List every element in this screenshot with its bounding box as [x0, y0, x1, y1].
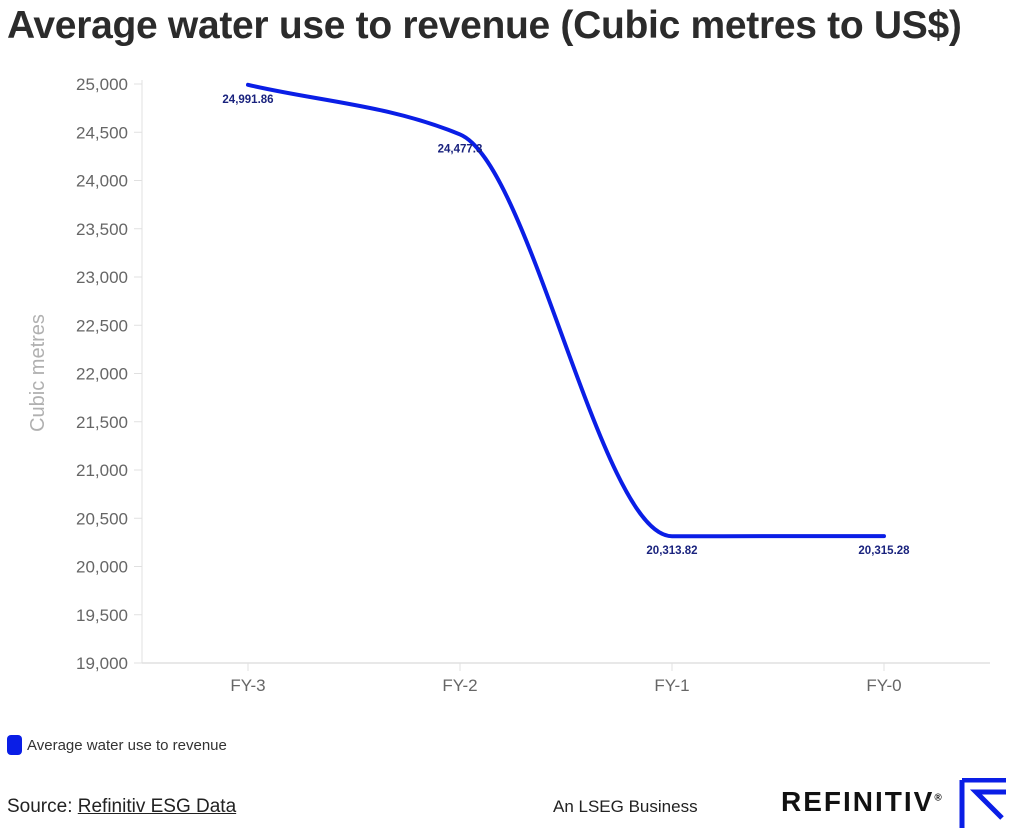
data-label: 20,315.28 — [858, 545, 910, 557]
legend[interactable]: Average water use to revenue — [7, 735, 227, 755]
series-line — [246, 82, 886, 539]
y-tick-label: 19,500 — [76, 606, 128, 625]
y-tick-label: 23,500 — [76, 220, 128, 239]
refinitiv-logo-icon — [959, 778, 1006, 828]
x-axis: FY-3 FY-2 FY-1 FY-0 — [142, 662, 990, 695]
y-tick-label: 24,000 — [76, 172, 128, 191]
data-labels: 24,991.86 24,477.3 20,313.82 20,315.28 — [222, 94, 910, 557]
brand-registered-mark: ® — [934, 792, 942, 804]
y-tick-label: 21,000 — [76, 461, 128, 480]
y-tick-label: 24,500 — [76, 123, 128, 142]
y-tick-label: 22,000 — [76, 365, 128, 384]
y-tick-label: 25,000 — [76, 75, 128, 94]
data-label: 24,991.86 — [222, 94, 273, 106]
brand-name: REFINITIV — [781, 786, 935, 817]
chart-title: Average water use to revenue (Cubic metr… — [7, 4, 962, 47]
lseg-tagline: An LSEG Business — [553, 797, 698, 816]
x-tick-label: FY-0 — [866, 676, 901, 695]
source-note: Source: Refinitiv ESG Data — [7, 796, 236, 818]
line-chart: 19,000 19,500 20,000 20,500 21,000 21,500 22,0… — [27, 75, 990, 695]
plot-area — [246, 82, 886, 539]
y-tick-label: 20,000 — [76, 558, 128, 577]
y-tick-label: 20,500 — [76, 509, 128, 528]
data-label: 24,477.3 — [438, 143, 483, 155]
y-tick-label: 19,000 — [76, 654, 128, 673]
source-prefix: Source: — [7, 796, 78, 817]
refinitiv-logo-text: REFINITIV® — [781, 786, 942, 818]
legend-label: Average water use to revenue — [27, 736, 227, 754]
y-tick-label: 22,500 — [76, 316, 128, 335]
source-link[interactable]: Refinitiv ESG Data — [77, 796, 237, 817]
y-axis: 19,000 19,500 20,000 20,500 21,000 21,500 22,0… — [76, 75, 143, 673]
x-tick-label: FY-1 — [654, 676, 689, 695]
y-axis-title: Cubic metres — [27, 314, 49, 432]
data-label: 20,313.82 — [646, 545, 697, 557]
legend-swatch — [7, 735, 22, 755]
x-tick-label: FY-3 — [230, 676, 265, 695]
x-tick-label: FY-2 — [442, 676, 477, 695]
y-tick-label: 21,500 — [76, 413, 128, 432]
y-tick-label: 23,000 — [76, 268, 128, 287]
